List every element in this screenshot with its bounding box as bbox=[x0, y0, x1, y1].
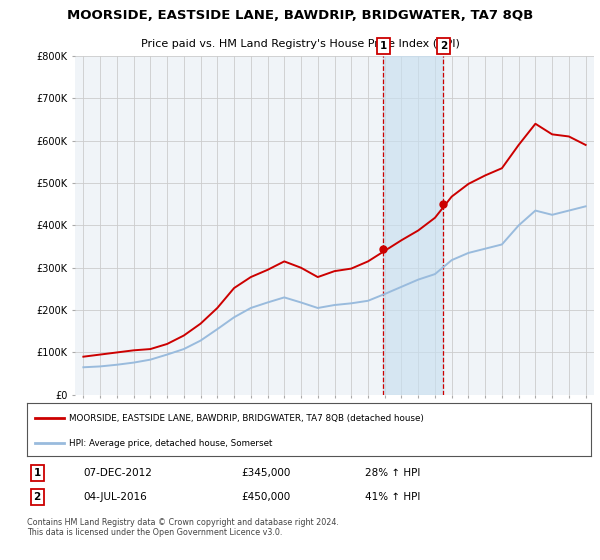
Text: 28% ↑ HPI: 28% ↑ HPI bbox=[365, 468, 421, 478]
Text: MOORSIDE, EASTSIDE LANE, BAWDRIP, BRIDGWATER, TA7 8QB (detached house): MOORSIDE, EASTSIDE LANE, BAWDRIP, BRIDGW… bbox=[70, 414, 424, 423]
Text: 1: 1 bbox=[380, 41, 387, 51]
Text: 41% ↑ HPI: 41% ↑ HPI bbox=[365, 492, 421, 502]
Text: Price paid vs. HM Land Registry's House Price Index (HPI): Price paid vs. HM Land Registry's House … bbox=[140, 39, 460, 49]
Bar bbox=[383, 56, 443, 395]
Text: £450,000: £450,000 bbox=[241, 492, 290, 502]
Text: 07-DEC-2012: 07-DEC-2012 bbox=[83, 468, 152, 478]
Text: HPI: Average price, detached house, Somerset: HPI: Average price, detached house, Some… bbox=[70, 438, 272, 447]
Text: 2: 2 bbox=[440, 41, 447, 51]
Text: £345,000: £345,000 bbox=[241, 468, 290, 478]
Text: 04-JUL-2016: 04-JUL-2016 bbox=[83, 492, 147, 502]
Text: 2: 2 bbox=[34, 492, 41, 502]
Text: MOORSIDE, EASTSIDE LANE, BAWDRIP, BRIDGWATER, TA7 8QB: MOORSIDE, EASTSIDE LANE, BAWDRIP, BRIDGW… bbox=[67, 9, 533, 22]
Text: Contains HM Land Registry data © Crown copyright and database right 2024.
This d: Contains HM Land Registry data © Crown c… bbox=[27, 517, 339, 537]
Text: 1: 1 bbox=[34, 468, 41, 478]
